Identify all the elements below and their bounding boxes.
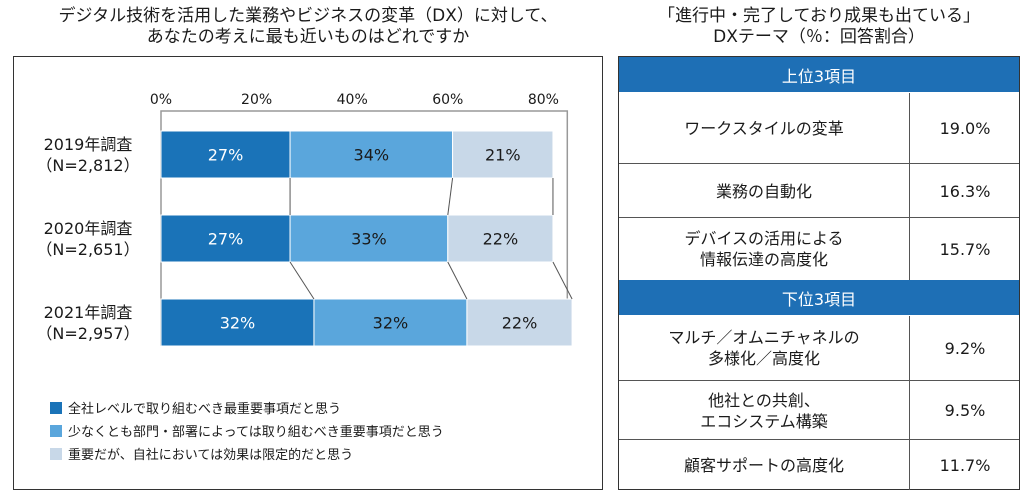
bar-segment [313, 298, 468, 347]
bar-segment [160, 298, 315, 347]
x-tick-label: 40% [337, 92, 368, 108]
data-label: 21% [485, 146, 521, 165]
legend-item: 少なくとも部門・部署によっては取り組むべき重要事項だと思う [50, 421, 444, 440]
bar-segment [289, 214, 449, 263]
row-label: マルチ／オムニチャネルの 多様化／高度化 [668, 328, 860, 368]
row-label: 他社との共創、 エコシステム構築 [700, 390, 828, 431]
x-tick-label: 20% [241, 92, 272, 108]
row-value: 16.3% [909, 164, 1020, 218]
bar-segment [289, 130, 454, 179]
data-label: 32% [220, 314, 256, 333]
connector-line [447, 177, 454, 216]
table-row-bottom-1: マルチ／オムニチャネルの 多様化／高度化 9.2% [619, 316, 1019, 380]
connector-line [552, 261, 573, 300]
table-title: 「進行中・完了しており成果も出ている」 DXテーマ（％：回答割合） [618, 6, 1020, 48]
bar-segment [160, 214, 291, 263]
table-row-top-2: 業務の自動化 16.3% [619, 163, 1019, 218]
bar-segment [466, 298, 573, 347]
legend-label: 重要だが、自社においては効果は限定的だと思う [68, 448, 354, 463]
x-tick-label: 0% [150, 92, 172, 108]
row-value: 9.5% [909, 381, 1020, 440]
table-row-top-3: デバイスの活用による 情報伝達の高度化 15.7% [619, 217, 1019, 280]
chart-title: デジタル技術を活用した業務やビジネスの変革（DX）に対して、 あなたの考えに最も… [13, 6, 603, 48]
table-row-bottom-3: 顧客サポートの高度化 11.7% [619, 439, 1019, 490]
row-value: 19.0% [909, 93, 1020, 163]
x-tick-label: 80% [528, 92, 559, 108]
row-label: 業務の自動化 [715, 181, 812, 201]
data-label: 33% [351, 230, 387, 249]
data-label: 32% [373, 314, 409, 333]
chart-title-line-1: デジタル技術を活用した業務やビジネスの変革（DX）に対して、 [58, 6, 558, 26]
legend-item: 全社レベルで取り組むべき最重要事項だと思う [50, 398, 341, 417]
data-label: 27% [208, 230, 244, 249]
data-label: 22% [483, 230, 519, 249]
category-label: 2021年調査 （N=2,957） [36, 302, 140, 343]
table-title-line-2: DXテーマ（％：回答割合） [713, 27, 925, 47]
x-tick-label: 60% [432, 92, 463, 108]
bar-segment [160, 130, 291, 179]
row-label: デバイスの活用による 情報伝達の高度化 [684, 229, 844, 269]
connector-line [447, 261, 468, 300]
bar-segment [452, 130, 554, 179]
top-header: 上位3項目 [619, 57, 1019, 92]
data-label: 22% [502, 314, 538, 333]
connector-line [289, 261, 315, 300]
legend-label: 全社レベルで取り組むべき最重要事項だと思う [68, 402, 342, 417]
legend-label: 少なくとも部門・部署によっては取り組むべき重要事項だと思う [68, 425, 444, 440]
dx-theme-table: 上位3項目 ワークスタイルの変革 19.0% 業務の自動化 16.3% デバイス… [618, 56, 1020, 490]
bottom-header: 下位3項目 [619, 280, 1019, 315]
legend-swatch [50, 424, 62, 437]
category-label: 2020年調査 （N=2,651） [36, 218, 140, 259]
legend-swatch [50, 401, 62, 414]
legend-item: 重要だが、自社においては効果は限定的だと思う [50, 444, 353, 463]
table-row-bottom-2: 他社との共創、 エコシステム構築 9.5% [619, 380, 1019, 440]
row-value: 9.2% [909, 316, 1020, 380]
row-value: 11.7% [909, 440, 1020, 490]
chart-title-line-2: あなたの考えに最も近いものはどれですか [146, 27, 470, 47]
data-label: 27% [208, 146, 244, 165]
row-label: 顧客サポートの高度化 [683, 455, 844, 475]
table-title-line-1: 「進行中・完了しており成果も出ている」 [658, 6, 980, 26]
row-value: 15.7% [909, 218, 1020, 280]
table-row-top-1: ワークスタイルの変革 19.0% [619, 93, 1019, 163]
category-label: 2019年調査 （N=2,812） [36, 134, 140, 175]
chart-panel [13, 56, 603, 490]
data-label: 34% [354, 146, 390, 165]
row-label: ワークスタイルの変革 [684, 118, 844, 138]
bar-segment [447, 214, 554, 263]
legend-swatch [50, 447, 62, 460]
